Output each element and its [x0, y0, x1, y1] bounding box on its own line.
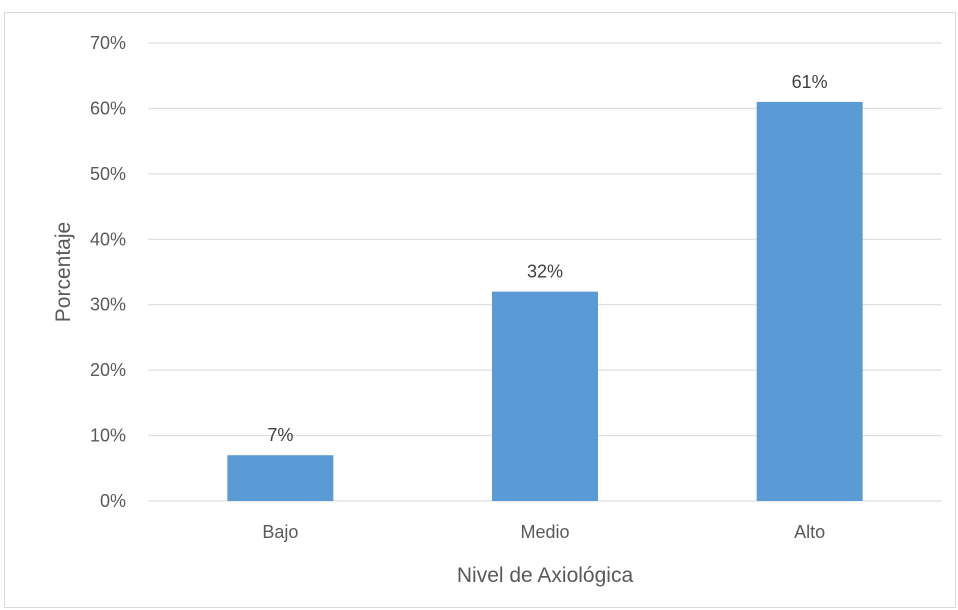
bar-medio — [492, 291, 598, 501]
bar-alto — [756, 101, 863, 501]
x-axis-title: Nivel de Axiológica — [457, 564, 634, 587]
y-tick-label: 70% — [90, 33, 126, 53]
x-tick-label-medio: Medio — [520, 522, 569, 542]
y-tick-label: 40% — [90, 229, 126, 249]
y-axis-title: Porcentaje — [52, 222, 75, 322]
bars — [227, 101, 863, 501]
data-label-alto: 61% — [792, 72, 828, 92]
y-tick-label: 50% — [90, 164, 126, 184]
y-tick-label: 0% — [100, 491, 126, 511]
x-tick-label-bajo: Bajo — [262, 522, 298, 542]
y-tick-label: 20% — [90, 360, 126, 380]
y-tick-label: 60% — [90, 98, 126, 118]
data-labels: 7% 32% 61% — [267, 72, 827, 445]
y-tick-label: 30% — [90, 295, 126, 315]
y-axis-tick-labels: 0% 10% 20% 30% 40% 50% 60% 70% — [90, 33, 126, 511]
data-label-bajo: 7% — [267, 425, 293, 445]
y-tick-label: 10% — [90, 426, 126, 446]
data-label-medio: 32% — [527, 262, 563, 282]
bar-bajo — [227, 455, 334, 501]
x-tick-label-alto: Alto — [794, 522, 825, 542]
x-axis-tick-labels: Bajo Medio Alto — [262, 522, 825, 542]
